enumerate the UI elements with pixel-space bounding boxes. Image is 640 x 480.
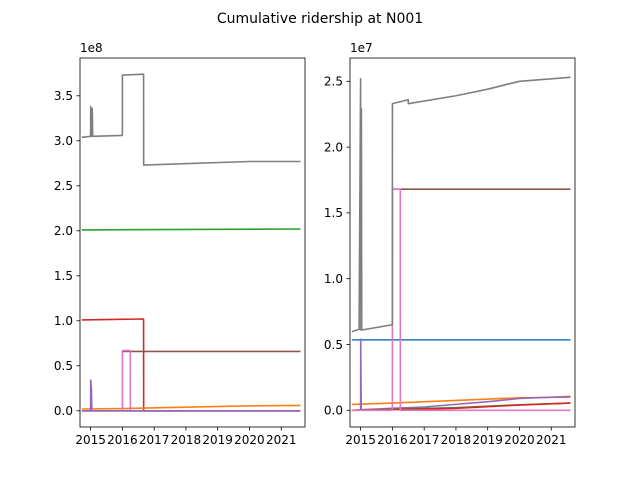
- y-tick-label: 3.5: [54, 89, 73, 103]
- y-tick-label: 0.0: [324, 404, 343, 418]
- y-tick-label: 2.0: [324, 140, 343, 154]
- series-line-7: [351, 188, 571, 412]
- x-tick-label: 2020: [234, 433, 265, 447]
- series-line-1: [81, 228, 301, 231]
- x-tick-label: 2019: [472, 433, 503, 447]
- y-tick-label: 1.0: [54, 314, 73, 328]
- axes-frame: [79, 57, 306, 428]
- x-tick-label: 2019: [202, 433, 233, 447]
- series-line-8: [81, 73, 301, 166]
- series-line-7: [81, 379, 301, 412]
- y-tick-label: 0.5: [54, 359, 73, 373]
- y-tick-label: 0.5: [324, 338, 343, 352]
- y-tick-label: 1.5: [54, 269, 73, 283]
- series-group: [81, 73, 301, 412]
- y-tick-label: 0.0: [54, 404, 73, 418]
- series-line-4: [81, 404, 301, 410]
- x-tick-label: 2015: [345, 433, 376, 447]
- x-tick-label: 2021: [536, 433, 567, 447]
- x-tick-label: 2017: [139, 433, 170, 447]
- x-tick-label: 2017: [409, 433, 440, 447]
- x-tick-label: 2016: [107, 433, 138, 447]
- y-tick-label: 3.0: [54, 134, 73, 148]
- y-tick-label: 2.5: [324, 75, 343, 89]
- x-tick-label: 2015: [75, 433, 106, 447]
- y-tick-label: 2.5: [54, 179, 73, 193]
- y-offset-label: 1e8: [80, 41, 103, 55]
- x-tick-label: 2018: [171, 433, 202, 447]
- right-axes: 2015 2016 2017 2018 2019 2020 2021 0.0 0.5 1.0 1.5…: [324, 41, 576, 447]
- figure-title: Cumulative ridership at N001: [217, 11, 423, 27]
- axes-frame: [349, 57, 576, 428]
- y-tick-label: 2.0: [54, 224, 73, 238]
- left-axes: 2015 2016 2017 2018 2019 2020 2021 0.0 0.5 1.0 1.5…: [54, 41, 306, 447]
- y-tick-label: 1.0: [324, 272, 343, 286]
- x-tick-label: 2021: [266, 433, 297, 447]
- x-tick-label: 2018: [441, 433, 472, 447]
- x-tick-label: 2020: [504, 433, 535, 447]
- x-tick-label: 2016: [377, 433, 408, 447]
- series-line-8: [351, 76, 571, 333]
- y-tick-label: 1.5: [324, 206, 343, 220]
- series-line-4: [351, 338, 571, 412]
- series-group: [351, 76, 571, 412]
- y-offset-label: 1e7: [350, 41, 373, 55]
